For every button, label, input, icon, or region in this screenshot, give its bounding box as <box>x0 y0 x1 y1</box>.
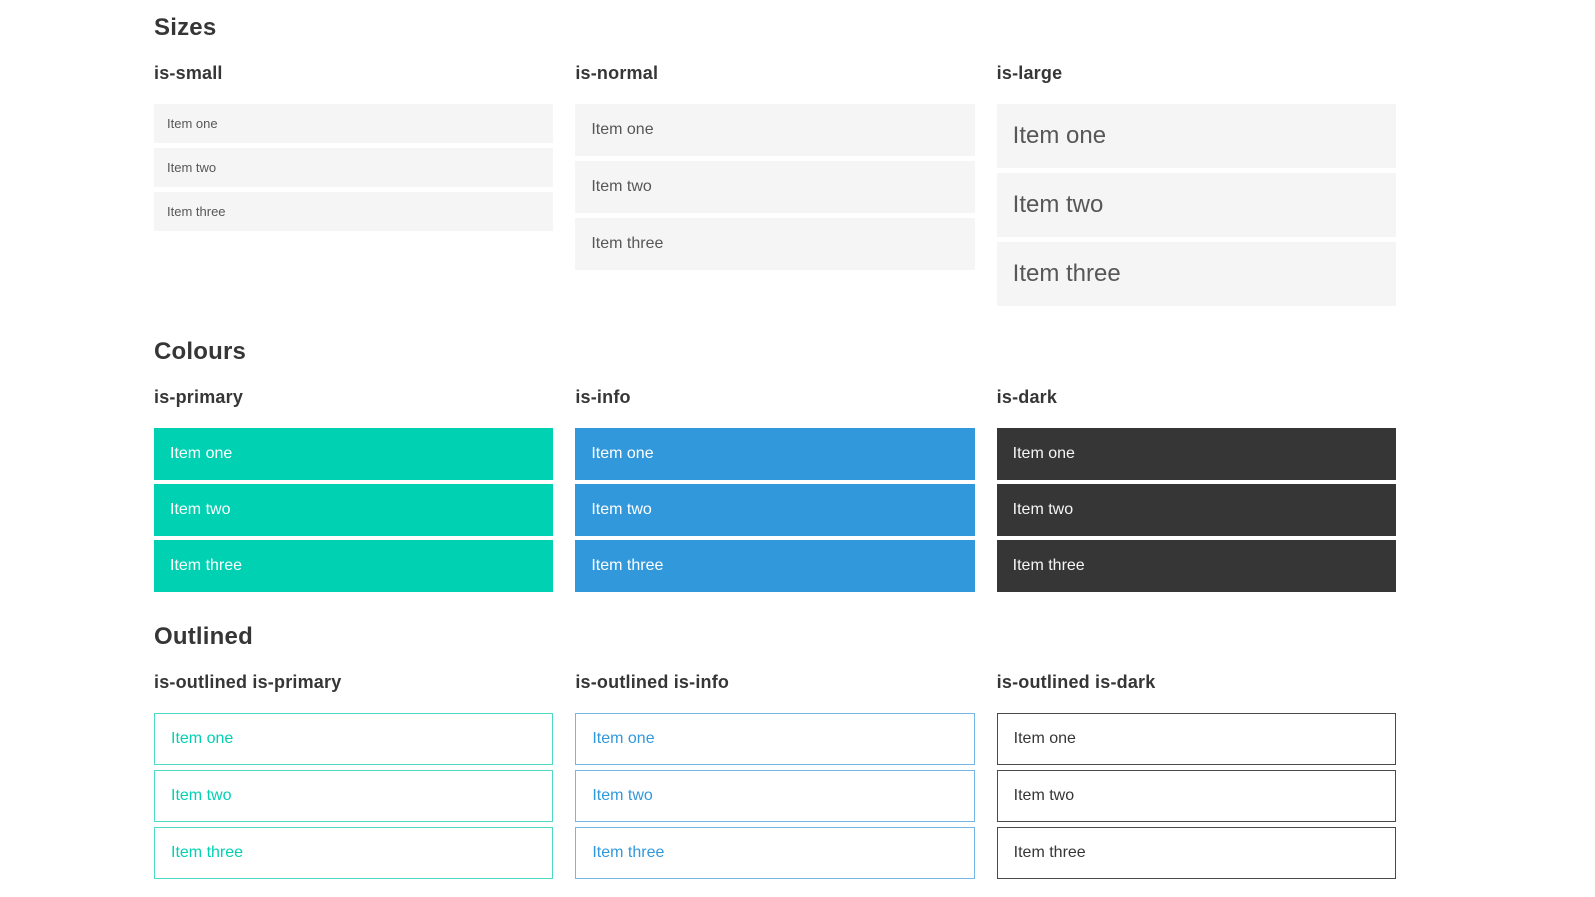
variant-label-dark: is-dark <box>996 387 1058 407</box>
sizes-grid: is-small Item one Item two Item three is… <box>154 62 1396 311</box>
list-item[interactable]: Item one <box>154 713 554 765</box>
column-is-info: is-info Item one Item two Item three <box>575 386 975 596</box>
list-dark: Item one Item two Item three <box>996 428 1396 592</box>
column-outlined-dark: is-outlined is-dark Item one Item two It… <box>996 671 1396 884</box>
list-info: Item one Item two Item three <box>575 428 975 592</box>
outlined-grid: is-outlined is-primary Item one Item two… <box>154 671 1396 884</box>
variant-label-large: is-large <box>996 63 1063 83</box>
variant-label-outlined-primary: is-outlined is-primary <box>154 672 342 692</box>
column-outlined-info: is-outlined is-info Item one Item two It… <box>575 671 975 884</box>
variant-label-outlined-dark: is-outlined is-dark <box>996 672 1156 692</box>
list-item[interactable]: Item three <box>154 827 554 879</box>
section-sizes: Sizes is-small Item one Item two Item th… <box>154 13 1396 311</box>
list-item[interactable]: Item two <box>996 484 1396 536</box>
list-item[interactable]: Item two <box>575 161 975 213</box>
column-is-small: is-small Item one Item two Item three <box>154 62 554 236</box>
list-item[interactable]: Item one <box>154 104 554 143</box>
list-item[interactable]: Item three <box>154 540 554 592</box>
list-outlined-info: Item one Item two Item three <box>575 713 975 879</box>
list-normal: Item one Item two Item three <box>575 104 975 270</box>
list-item[interactable]: Item one <box>575 428 975 480</box>
docs-page: Sizes is-small Item one Item two Item th… <box>154 0 1396 884</box>
list-outlined-primary: Item one Item two Item three <box>154 713 554 879</box>
list-item[interactable]: Item one <box>575 104 975 156</box>
list-small: Item one Item two Item three <box>154 104 554 231</box>
list-item[interactable]: Item one <box>996 713 1396 765</box>
list-item[interactable]: Item three <box>575 218 975 270</box>
list-item[interactable]: Item one <box>996 428 1396 480</box>
section-title-sizes: Sizes <box>154 14 217 41</box>
column-is-primary: is-primary Item one Item two Item three <box>154 386 554 596</box>
list-item[interactable]: Item two <box>154 148 554 187</box>
list-item[interactable]: Item three <box>575 827 975 879</box>
list-item[interactable]: Item two <box>996 173 1396 237</box>
list-item[interactable]: Item three <box>575 540 975 592</box>
list-item[interactable]: Item two <box>154 770 554 822</box>
variant-label-primary: is-primary <box>154 387 244 407</box>
column-is-normal: is-normal Item one Item two Item three <box>575 62 975 275</box>
variant-label-normal: is-normal <box>575 63 659 83</box>
list-item[interactable]: Item three <box>996 242 1396 306</box>
list-item[interactable]: Item two <box>575 484 975 536</box>
colours-grid: is-primary Item one Item two Item three … <box>154 386 1396 596</box>
section-title-outlined: Outlined <box>154 623 253 650</box>
variant-label-info: is-info <box>575 387 631 407</box>
list-item[interactable]: Item one <box>154 428 554 480</box>
section-title-colours: Colours <box>154 338 247 365</box>
list-item[interactable]: Item one <box>996 104 1396 168</box>
list-primary: Item one Item two Item three <box>154 428 554 592</box>
column-outlined-primary: is-outlined is-primary Item one Item two… <box>154 671 554 884</box>
list-item[interactable]: Item three <box>996 827 1396 879</box>
list-item[interactable]: Item two <box>154 484 554 536</box>
list-item[interactable]: Item one <box>575 713 975 765</box>
list-item[interactable]: Item three <box>154 192 554 231</box>
list-item[interactable]: Item two <box>575 770 975 822</box>
section-colours: Colours is-primary Item one Item two Ite… <box>154 337 1396 596</box>
column-is-large: is-large Item one Item two Item three <box>996 62 1396 311</box>
variant-label-outlined-info: is-outlined is-info <box>575 672 730 692</box>
list-item[interactable]: Item three <box>996 540 1396 592</box>
list-outlined-dark: Item one Item two Item three <box>996 713 1396 879</box>
variant-label-small: is-small <box>154 63 223 83</box>
column-is-dark: is-dark Item one Item two Item three <box>996 386 1396 596</box>
list-item[interactable]: Item two <box>996 770 1396 822</box>
list-large: Item one Item two Item three <box>996 104 1396 306</box>
section-outlined: Outlined is-outlined is-primary Item one… <box>154 622 1396 884</box>
